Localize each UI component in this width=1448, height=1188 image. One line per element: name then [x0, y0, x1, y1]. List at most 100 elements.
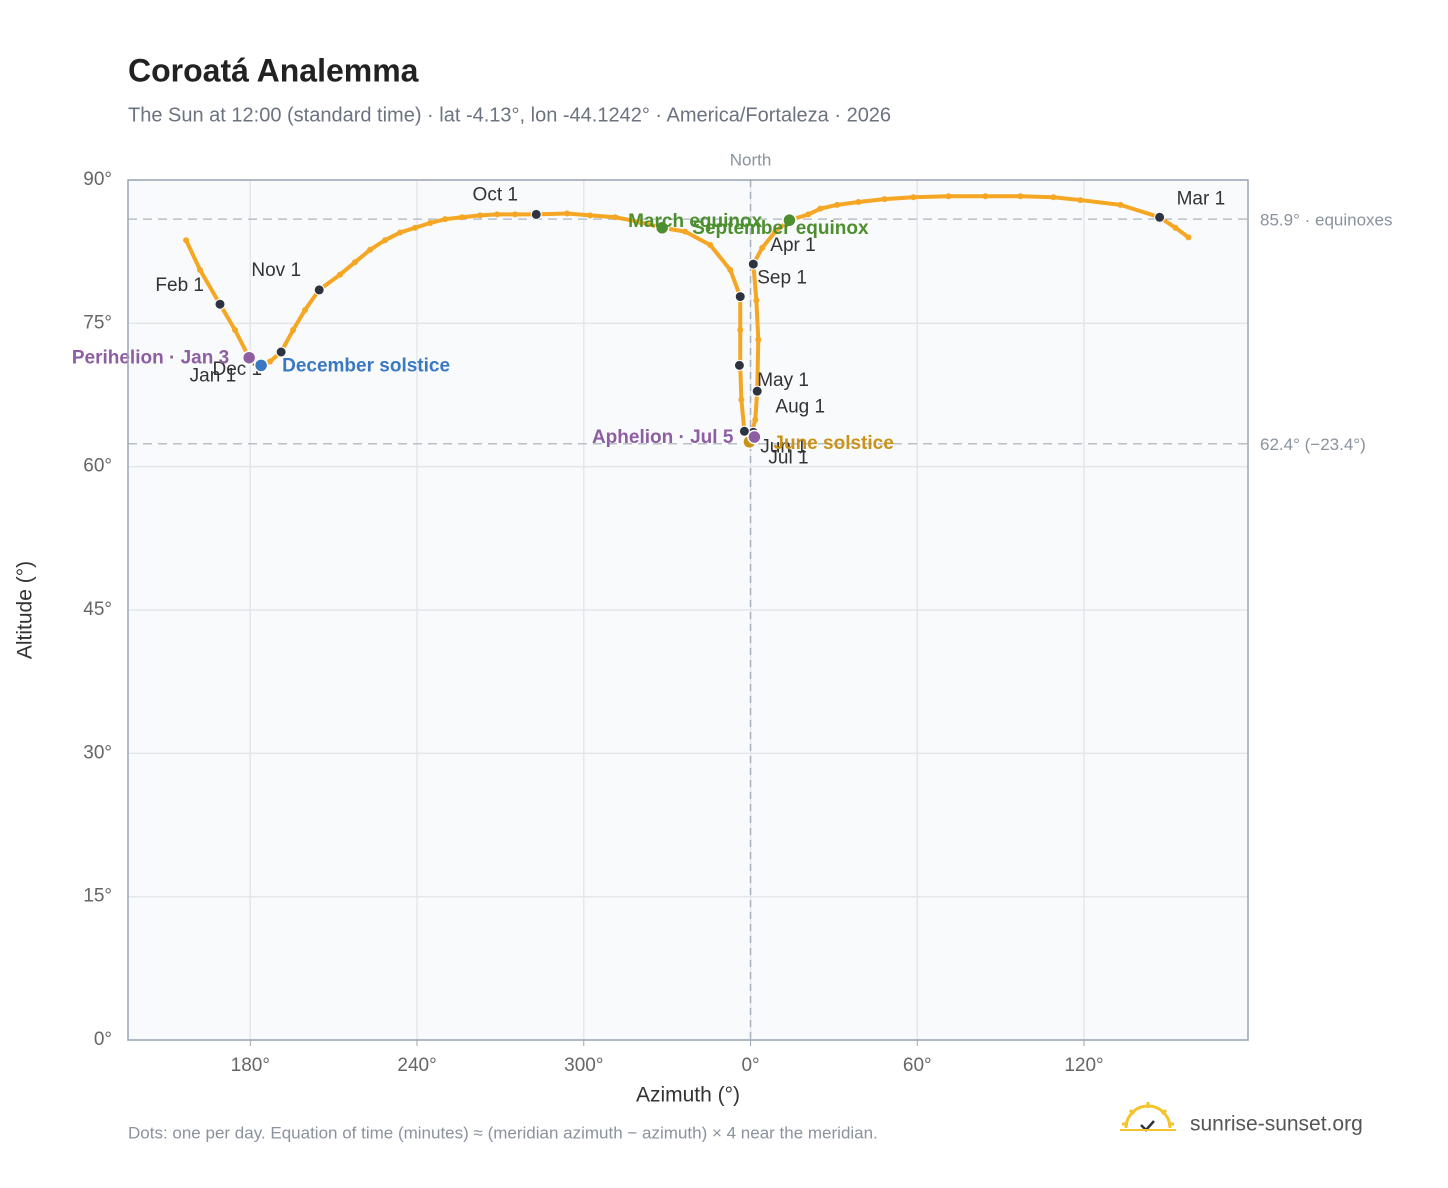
day-dot: [477, 212, 484, 219]
day-dot: [755, 336, 762, 343]
day-dot: [196, 266, 203, 273]
month-label: Jul 1: [768, 447, 808, 468]
day-dot: [337, 271, 344, 278]
event-marker: [253, 358, 269, 373]
month-label: Oct 1: [473, 184, 518, 205]
day-dot: [367, 246, 374, 253]
x-tick-label: 240°: [397, 1055, 436, 1076]
x-tick-label: 120°: [1064, 1055, 1103, 1076]
month-label: Jan 1: [190, 366, 236, 387]
month-marker: [275, 346, 287, 358]
day-dot: [427, 220, 434, 226]
day-dot: [494, 211, 501, 218]
meridian-label: North: [730, 150, 772, 169]
day-dot: [564, 210, 571, 217]
reference-label: 85.9° · equinoxes: [1260, 211, 1393, 230]
y-tick-label: 30°: [83, 742, 112, 763]
reference-label: 62.4° (−23.4°): [1260, 435, 1366, 454]
x-tick-label: 60°: [903, 1055, 932, 1076]
day-dot: [707, 241, 714, 248]
day-dot: [267, 358, 274, 365]
y-tick-label: 45°: [83, 599, 112, 620]
month-label: Aug 1: [775, 396, 825, 417]
y-tick-label: 60°: [83, 456, 112, 477]
y-tick-label: 75°: [83, 312, 112, 333]
day-dot: [1050, 194, 1057, 201]
day-dot: [881, 196, 888, 203]
day-dot: [1017, 193, 1024, 200]
x-axis-title: Azimuth (°): [636, 1084, 740, 1107]
y-axis-title: Altitude (°): [14, 561, 37, 659]
month-marker: [313, 284, 325, 296]
day-dot: [752, 416, 759, 423]
chart-title: Coroatá Analemma: [128, 52, 419, 88]
y-tick-label: 90°: [83, 169, 112, 190]
brand-name: sunrise-sunset.org: [1190, 1113, 1363, 1136]
event-label: Perihelion · Jan 3: [72, 348, 229, 369]
chart-subtitle: The Sun at 12:00 (standard time) · lat -…: [128, 104, 891, 126]
day-dot: [302, 306, 309, 313]
day-dot: [855, 198, 862, 205]
day-dot: [512, 211, 519, 218]
month-marker: [214, 298, 226, 310]
event-label: June solstice: [773, 433, 893, 454]
day-dot: [587, 212, 594, 219]
day-dot: [738, 396, 745, 403]
day-dot: [183, 237, 190, 244]
event-label: Aphelion · Jul 5: [592, 427, 734, 448]
day-dot: [459, 214, 466, 221]
day-dot: [982, 193, 989, 200]
month-label: Sep 1: [757, 268, 807, 289]
y-tick-label: 15°: [83, 886, 112, 907]
month-label: May 1: [757, 370, 809, 391]
month-marker: [738, 425, 750, 437]
month-label: Feb 1: [155, 275, 204, 296]
event-marker: [654, 220, 670, 236]
day-dot: [612, 214, 619, 221]
day-dot: [834, 201, 841, 208]
day-dot: [817, 205, 824, 212]
day-dot: [1172, 224, 1179, 231]
month-label: Nov 1: [251, 260, 301, 281]
event-label: March equinox: [628, 211, 763, 232]
x-tick-label: 300°: [564, 1055, 603, 1076]
day-dot: [737, 327, 744, 334]
day-dot: [772, 228, 779, 235]
day-dot: [352, 259, 359, 266]
y-tick-label: 0°: [94, 1029, 112, 1050]
event-label: September equinox: [692, 218, 869, 239]
day-dot: [442, 216, 449, 223]
event-label: December solstice: [282, 355, 450, 376]
day-dot: [397, 229, 404, 236]
event-marker: [782, 212, 797, 228]
month-marker: [530, 208, 542, 220]
month-marker: [1154, 211, 1166, 223]
day-dot: [382, 237, 389, 244]
month-label: Mar 1: [1177, 188, 1226, 209]
month-marker: [751, 385, 763, 397]
day-dot: [1077, 197, 1084, 204]
day-dot: [910, 194, 917, 201]
day-dot: [753, 297, 760, 304]
day-dot: [727, 266, 734, 273]
day-dot: [759, 244, 766, 251]
footnote: Dots: one per day. Equation of time (min…: [128, 1123, 878, 1142]
x-tick-label: 0°: [741, 1055, 759, 1076]
day-dot: [637, 219, 644, 226]
month-marker: [733, 359, 745, 371]
x-tick-label: 180°: [231, 1055, 270, 1076]
month-marker: [734, 291, 746, 303]
event-marker: [241, 350, 257, 365]
grid: [128, 179, 1248, 1041]
day-dot: [805, 211, 812, 218]
day-dot: [412, 224, 419, 231]
day-dot: [231, 327, 238, 334]
month-label: Jun 1: [760, 436, 806, 457]
day-dot: [290, 327, 297, 334]
day-dot: [1185, 234, 1192, 241]
day-dot: [945, 193, 952, 200]
month-label: Apr 1: [770, 235, 815, 256]
analemma-path: [247, 194, 1191, 444]
